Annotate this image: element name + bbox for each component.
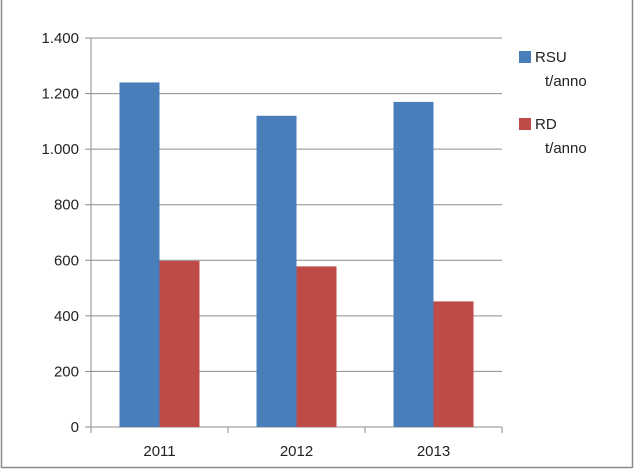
bar-2012-series-1 bbox=[296, 266, 337, 427]
bar-2013-series-0 bbox=[393, 101, 434, 428]
y-tick-label: 0 bbox=[71, 419, 79, 436]
legend-swatch-1 bbox=[519, 118, 531, 130]
y-tick-label: 400 bbox=[54, 308, 79, 325]
x-tick-label: 2012 bbox=[280, 443, 313, 460]
legend-entry-1: RD t/anno bbox=[535, 116, 587, 157]
x-tick-label: 2013 bbox=[417, 443, 450, 460]
y-tick-labels: 0 200 400 600 800 1.000 1.200 1.400 bbox=[41, 30, 79, 436]
y-tick-label: 200 bbox=[54, 363, 79, 380]
bars bbox=[119, 82, 474, 428]
x-tick-labels: 2011 2012 2013 bbox=[143, 443, 450, 460]
x-tick-label: 2011 bbox=[143, 443, 175, 460]
legend: RSU t/anno RD t/anno bbox=[519, 49, 587, 157]
y-tick-label: 800 bbox=[54, 197, 79, 214]
y-tick-label: 600 bbox=[54, 252, 79, 269]
legend-entry-0: RSU t/anno bbox=[535, 49, 587, 90]
y-tick-label: 1.400 bbox=[41, 30, 79, 47]
bar-2012-series-0 bbox=[256, 115, 297, 428]
y-tick-label: 1.000 bbox=[41, 141, 79, 158]
bar-2013-series-1 bbox=[433, 301, 474, 427]
legend-swatch-0 bbox=[519, 51, 531, 63]
bar-2011-series-1 bbox=[159, 260, 200, 427]
bar-2011-series-0 bbox=[119, 82, 160, 427]
y-tick-label: 1.200 bbox=[41, 86, 79, 103]
